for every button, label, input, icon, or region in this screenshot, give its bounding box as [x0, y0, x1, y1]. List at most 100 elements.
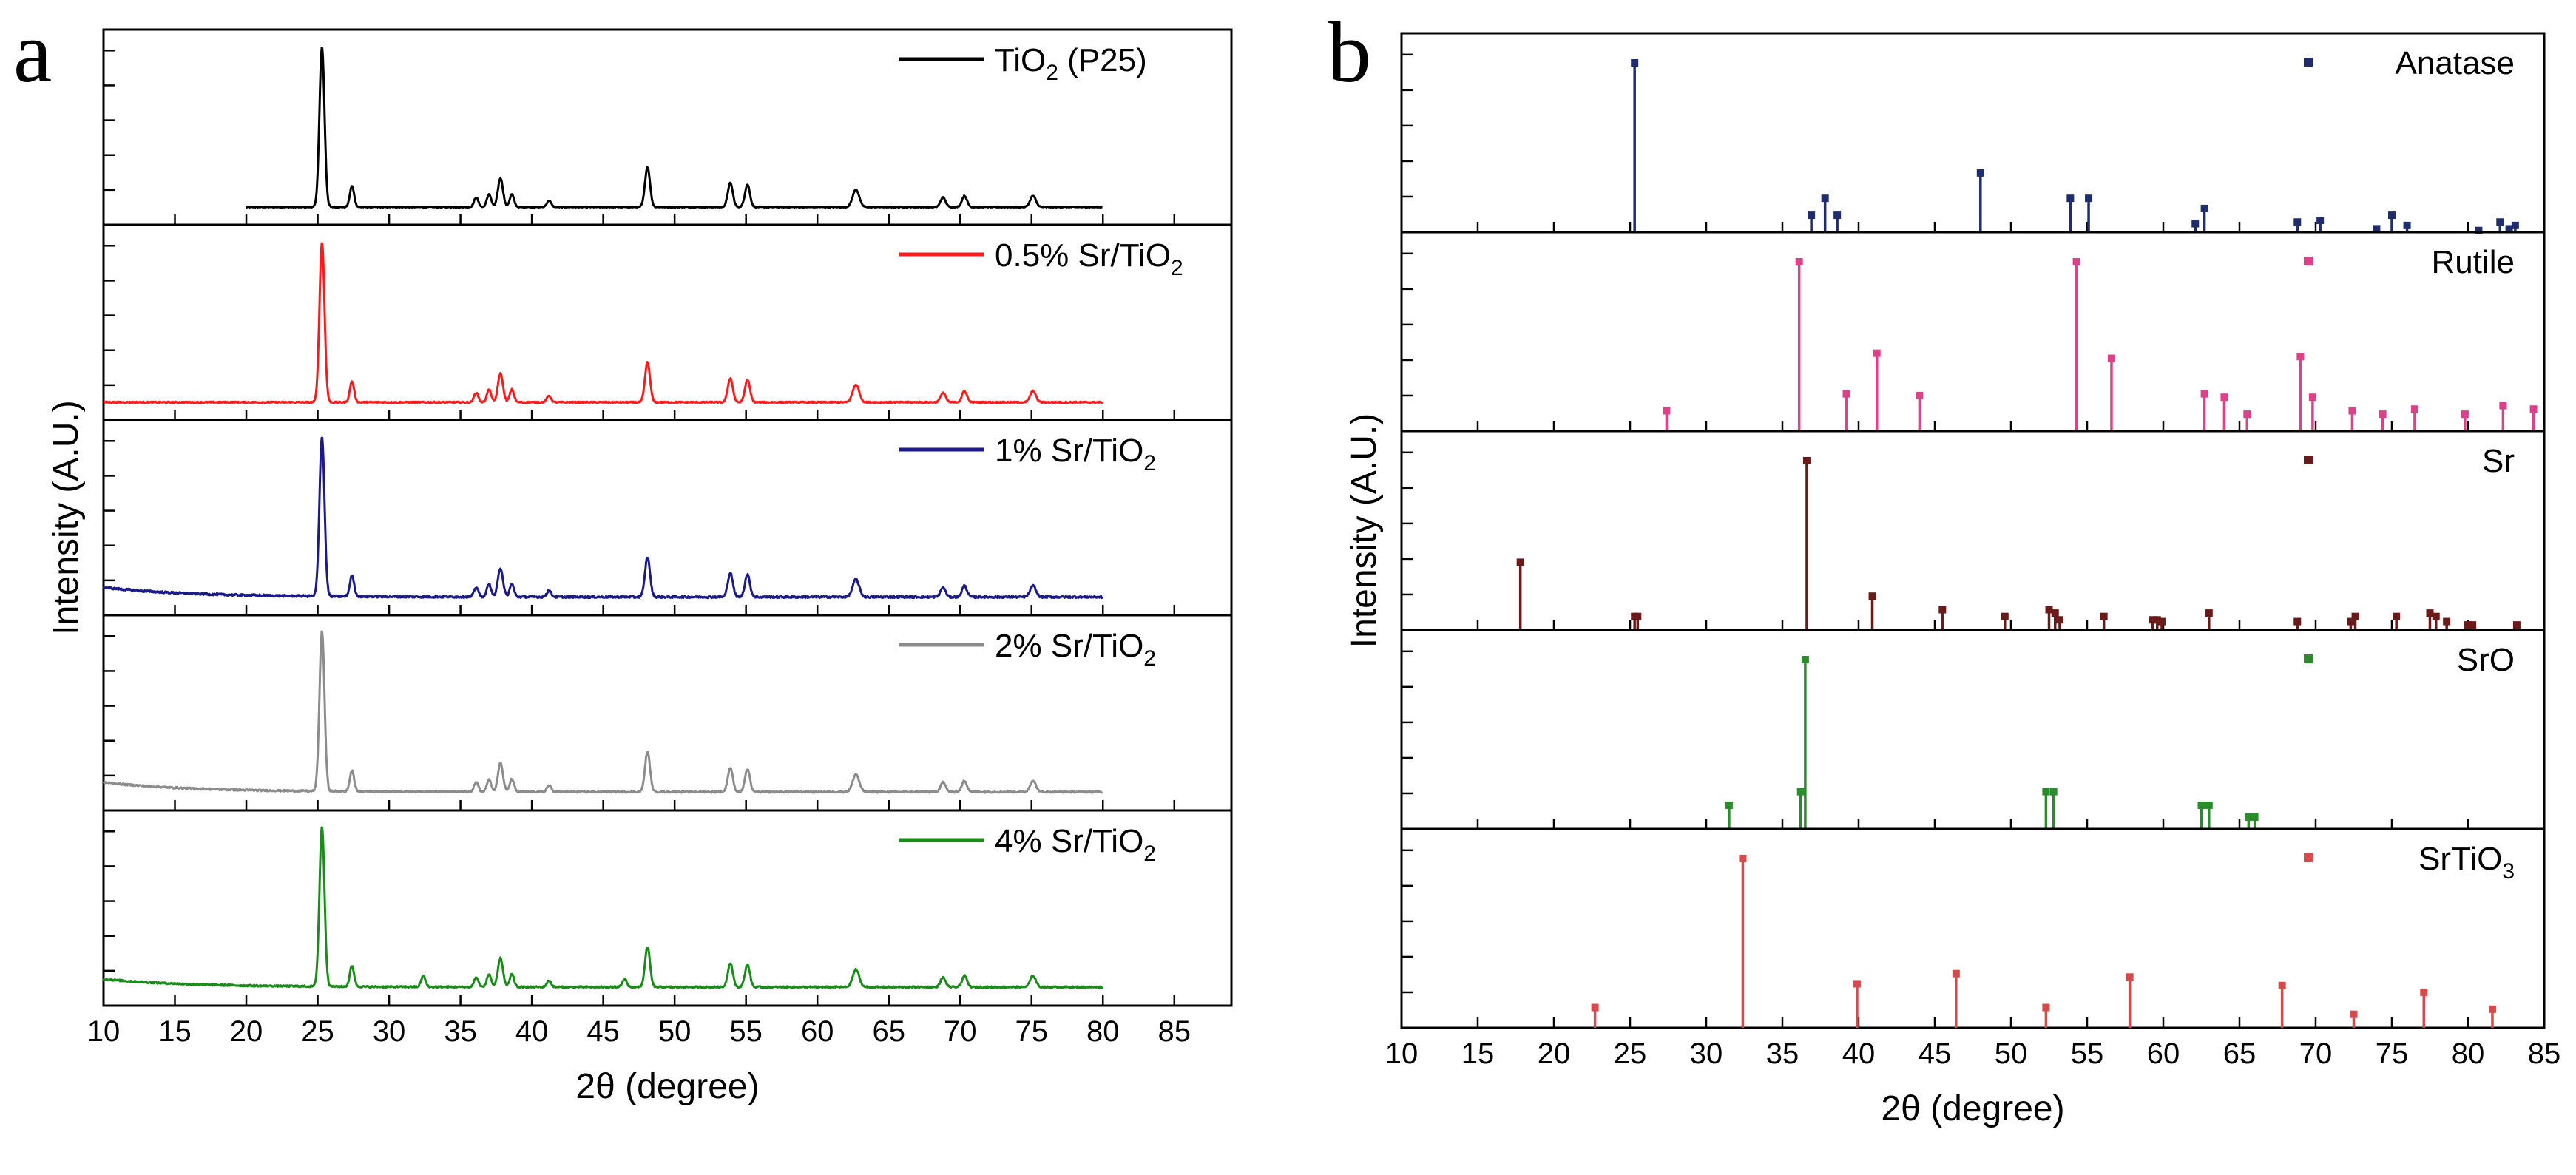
x-tick-label: 10 [1385, 1037, 1419, 1070]
legend-marker [2304, 58, 2313, 67]
peak-marker [2348, 407, 2356, 415]
x-tick-label: 50 [1995, 1037, 2028, 1070]
peak-marker [2001, 612, 2009, 620]
x-tick-label: 70 [944, 1015, 977, 1048]
x-tick-label: 80 [2452, 1037, 2485, 1070]
legend-label: TiO2 (P25) [995, 42, 1147, 85]
peak-marker [2042, 1003, 2050, 1012]
peak-marker [2245, 813, 2253, 821]
x-tick-label: 25 [301, 1015, 334, 1048]
x-tick-label: 65 [2223, 1037, 2256, 1070]
panel-a-letter: a [13, 4, 52, 101]
peak-marker [2426, 609, 2434, 617]
peak-marker [2443, 617, 2451, 626]
peak-marker [2316, 216, 2325, 224]
x-tick-label: 60 [801, 1015, 834, 1048]
x-tick-label: 30 [373, 1015, 406, 1048]
peak-marker [1591, 1003, 1599, 1012]
peak-marker [2200, 204, 2208, 212]
x-tick-label: 50 [658, 1015, 692, 1048]
peak-marker [2066, 194, 2075, 203]
peak-marker [2512, 621, 2521, 629]
peak-marker [1808, 211, 1816, 220]
x-tick-label: 75 [1015, 1015, 1048, 1048]
peak-marker [2488, 1005, 2496, 1013]
peak-marker [2499, 402, 2507, 410]
peak-marker [2511, 221, 2519, 229]
peak-marker [2388, 211, 2396, 220]
peak-marker [2085, 194, 2093, 203]
peak-marker [2475, 226, 2483, 234]
peak-marker [2410, 405, 2418, 413]
peak-marker [2051, 609, 2059, 617]
legend-label: 2% Sr/TiO2 [995, 628, 1156, 671]
peak-marker [2243, 410, 2251, 419]
peak-marker [2220, 393, 2228, 402]
series-line [102, 826, 1103, 989]
panel-b: b Anatase Rutile Sr SrO SrTiO3 10 15 20 25 30 35 40 4… [1328, 4, 2560, 1128]
legend-label: 0.5% Sr/TiO2 [995, 237, 1183, 280]
peak-marker [2197, 801, 2205, 809]
x-tick-label: 10 [87, 1015, 121, 1048]
panel-b-letter: b [1328, 4, 1371, 101]
peak-marker [2432, 612, 2440, 620]
x-tick-label: 35 [444, 1015, 477, 1048]
peak-marker [2373, 225, 2381, 233]
legend-label: Anatase [2396, 45, 2515, 81]
x-tick-label: 35 [1766, 1037, 1799, 1070]
panel-b-frame [1400, 32, 2546, 1029]
x-tick-label: 45 [1919, 1037, 1952, 1070]
x-tick-label: 15 [1461, 1037, 1495, 1070]
x-tick-label: 30 [1690, 1037, 1723, 1070]
peak-marker [2347, 617, 2355, 626]
legend-label: 4% Sr/TiO2 [995, 823, 1156, 866]
peak-marker [2293, 218, 2302, 226]
x-tick-label: 65 [872, 1015, 905, 1048]
peak-marker [2072, 258, 2080, 265]
y-axis-label: Intensity (A.U.) [1345, 413, 1384, 648]
x-tick-label: 55 [729, 1015, 763, 1048]
peak-marker [2393, 612, 2401, 620]
peak-marker [1801, 656, 1809, 663]
peak-marker [2293, 617, 2302, 626]
series-line [102, 436, 1103, 600]
peak-marker [1916, 391, 1924, 399]
peak-marker [1821, 194, 1829, 203]
peak-marker [1952, 969, 1960, 978]
x-tick-label: 75 [2376, 1037, 2409, 1070]
peak-marker [1802, 457, 1811, 464]
series-line [102, 242, 1103, 404]
peak-marker [2153, 616, 2161, 624]
x-tick-label: 85 [1158, 1015, 1191, 1048]
peak-marker [1796, 788, 1805, 796]
peak-marker [2278, 981, 2286, 989]
legend-marker [2304, 257, 2313, 265]
peak-marker [2205, 609, 2213, 617]
peak-marker [1976, 169, 1984, 177]
panel-a: a TiO2 (P25) 0.5% Sr/TiO2 1% Sr/TiO2 2% Sr/T… [13, 4, 1233, 1106]
panel-a-frame [102, 28, 1233, 1007]
series-line [102, 630, 1103, 794]
peak-marker [1873, 349, 1881, 357]
legend-label: SrO [2457, 642, 2515, 678]
peak-marker [2049, 788, 2058, 796]
peak-marker [2308, 393, 2316, 402]
legend-marker [2304, 853, 2313, 862]
peak-marker [2379, 410, 2387, 419]
peak-marker [2464, 621, 2472, 629]
x-tick-label: 20 [230, 1015, 263, 1048]
legend-label: Rutile [2432, 244, 2515, 280]
peak-marker [2200, 390, 2208, 398]
series-line [246, 47, 1103, 209]
peak-marker [2126, 973, 2134, 981]
x-tick-label: 80 [1086, 1015, 1120, 1048]
legend-marker [2304, 456, 2313, 464]
y-axis-label: Intensity (A.U.) [47, 400, 86, 634]
peak-marker [2403, 221, 2411, 229]
peak-marker [2529, 405, 2538, 413]
x-tick-label: 60 [2147, 1037, 2180, 1070]
legend-marker [2304, 654, 2313, 663]
peak-marker [2469, 621, 2477, 629]
x-tick-label: 25 [1614, 1037, 1647, 1070]
x-tick-label: 20 [1538, 1037, 1571, 1070]
